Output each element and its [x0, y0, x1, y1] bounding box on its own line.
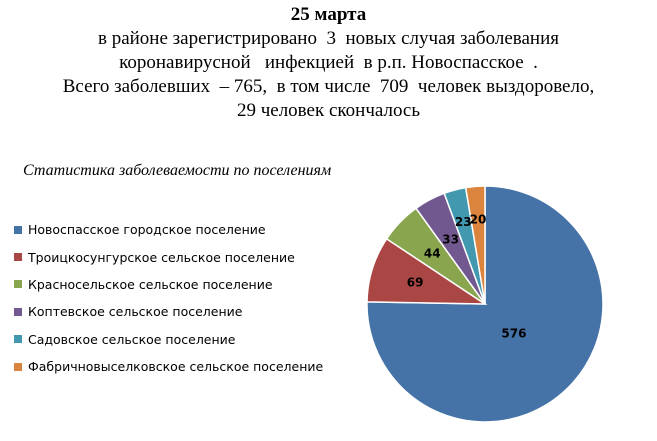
legend-label: Красносельское сельское поселение: [28, 276, 273, 292]
legend-swatch: [14, 225, 22, 234]
slice-data-label: 69: [407, 275, 424, 289]
header-line-2: коронавирусной инфекцией в р.п. Новоспас…: [119, 52, 538, 73]
legend-label: Фабричновыселковское сельское поселение: [28, 359, 324, 375]
legend-item: Красносельское сельское поселение: [14, 271, 323, 298]
legend-swatch: [14, 253, 22, 262]
legend-item: Коптевское сельское поселение: [14, 298, 323, 325]
pie-slice: [366, 185, 604, 423]
slice-data-label: 44: [424, 246, 441, 260]
legend-label: Садовское сельское поселение: [28, 331, 236, 347]
legend-swatch: [14, 280, 22, 289]
chart-legend: Новоспасское городское поселение Троицко…: [14, 216, 323, 380]
legend-swatch: [14, 335, 22, 344]
legend-label: Троицкосунгурское сельское поселение: [28, 249, 295, 265]
slice-data-label: 20: [470, 212, 487, 226]
header-line-4: 29 человек скончалось: [236, 100, 421, 121]
legend-item: Фабричновыселковское сельское поселение: [14, 353, 323, 380]
legend-label: Новоспасское городское поселение: [28, 222, 266, 238]
legend-item: Новоспасское городское поселение: [14, 216, 323, 243]
slice-data-label: 33: [442, 232, 459, 246]
legend-item: Троицкосунгурское сельское поселение: [14, 243, 323, 270]
legend-label: Коптевское сельское поселение: [28, 304, 243, 320]
slice-data-label: 576: [501, 326, 526, 340]
legend-item: Садовское сельское поселение: [14, 326, 323, 353]
legend-swatch: [14, 307, 22, 316]
legend-swatch: [14, 362, 22, 371]
slice-data-label: 23: [455, 215, 472, 229]
header-date: 25 марта: [290, 4, 367, 25]
header-line-1: в районе зарегистрировано 3 новых случая…: [97, 28, 559, 49]
header-line-3: Всего заболевших – 765, в том числе 709 …: [62, 76, 595, 97]
header: 25 марта в районе зарегистрировано 3 нов…: [0, 0, 657, 123]
pie-slice: [464, 185, 486, 305]
chart-title: Статистика заболеваемости по поселениям: [23, 162, 332, 179]
